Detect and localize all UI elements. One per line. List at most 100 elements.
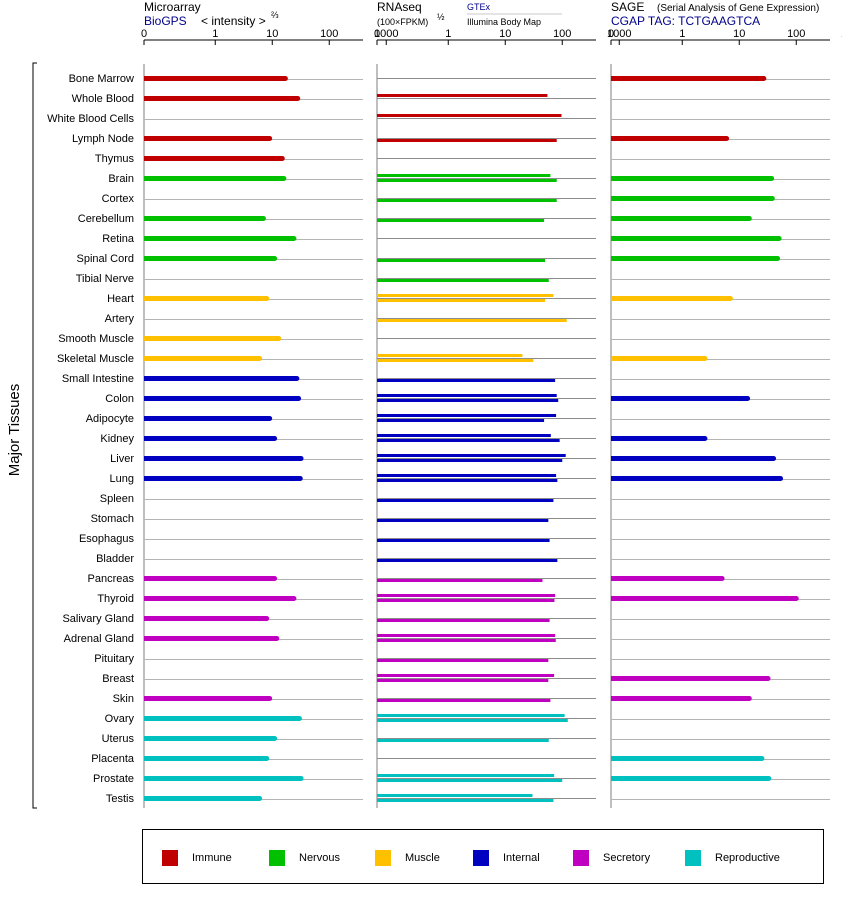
bar-sage-cortex-end <box>769 196 775 201</box>
bar-rnaseq-colon-2 <box>377 399 559 402</box>
legend-swatch-muscle <box>375 850 391 866</box>
bar-microarray-heart <box>144 296 267 301</box>
axis-tick-label-rnaseq: 1000 <box>607 28 631 40</box>
axis-tick-label-rnaseq: 10 <box>499 28 511 40</box>
tissue-label-thyroid: Thyroid <box>97 593 134 605</box>
y-axis-label: Major Tissues <box>6 384 23 477</box>
bar-rnaseq-lung-1 <box>377 474 557 477</box>
legend-item-nervous: Nervous <box>269 849 340 867</box>
bar-microarray-adipocyte-end <box>267 416 273 421</box>
legend-label-nervous: Nervous <box>299 852 340 864</box>
bar-microarray-ovary <box>144 716 300 721</box>
bar-microarray-bone-marrow-end <box>282 76 288 81</box>
bar-microarray-thymus <box>144 156 283 161</box>
tissue-label-breast: Breast <box>102 673 134 685</box>
bar-sage-lung-end <box>778 476 784 481</box>
bar-microarray-small-intestine <box>144 376 297 381</box>
panel-microarray-unit-exp: ⅔ <box>271 10 279 20</box>
bar-microarray-lymph-node-end <box>267 136 273 141</box>
panel-rnaseq-unit-exp: ½ <box>437 12 445 22</box>
bar-microarray-cerebellum <box>144 216 264 221</box>
panel-sage-source: CGAP TAG: TCTGAAGTCA <box>611 14 760 28</box>
bar-microarray-colon-end <box>296 396 302 401</box>
panel-sage: SAGE (Serial Analysis of Gene Expression… <box>608 0 842 808</box>
bar-rnaseq-esophagus-2 <box>377 539 550 542</box>
bar-rnaseq-bladder-2 <box>377 559 558 562</box>
bar-microarray-colon <box>144 396 299 401</box>
bar-rnaseq-adipocyte-1 <box>377 414 557 417</box>
panel-microarray-source: BioGPS <box>144 14 187 28</box>
tissue-label-tibial-nerve: Tibial Nerve <box>76 273 134 285</box>
bar-sage-lymph-node <box>611 136 727 141</box>
tissue-label-uterus: Uterus <box>102 733 135 745</box>
bar-microarray-lung-end <box>297 476 303 481</box>
legend-item-reproductive: Reproductive <box>685 849 780 867</box>
axis-tick-label-microarray: 0 <box>141 28 147 40</box>
legend-swatch-immune <box>162 850 178 866</box>
legend-swatch-nervous <box>269 850 285 866</box>
bar-rnaseq-thyroid-2 <box>377 599 555 602</box>
legend-label-secretory: Secretory <box>603 852 651 864</box>
bar-microarray-retina <box>144 236 294 241</box>
legend-swatch-secretory <box>573 850 589 866</box>
axis-tick-label-microarray: 10 <box>266 28 278 40</box>
bar-rnaseq-whole-blood-1 <box>377 94 548 97</box>
bar-rnaseq-adrenal-gland-2 <box>377 639 556 642</box>
bar-microarray-kidney <box>144 436 275 441</box>
tissue-label-salivary-gland: Salivary Gland <box>62 613 134 625</box>
bar-sage-thyroid-end <box>793 596 799 601</box>
bar-rnaseq-cerebellum-2 <box>377 219 545 222</box>
axis-tick-label-microarray: 1000 <box>374 28 398 40</box>
tissue-label-bone-marrow: Bone Marrow <box>69 73 134 85</box>
bar-microarray-placenta <box>144 756 267 761</box>
tissue-label-skin: Skin <box>113 693 134 705</box>
bar-sage-liver <box>611 456 774 461</box>
tissue-label-white-blood-cells: White Blood Cells <box>47 113 134 125</box>
bar-microarray-small-intestine-end <box>294 376 300 381</box>
tissue-label-cortex: Cortex <box>102 193 135 205</box>
bar-microarray-bone-marrow <box>144 76 286 81</box>
bar-rnaseq-brain-2 <box>377 179 557 182</box>
tissue-label-spinal-cord: Spinal Cord <box>77 253 134 265</box>
legend: Immune Nervous Muscle Internal Secretory… <box>142 829 824 884</box>
tissue-label-lung: Lung <box>110 473 134 485</box>
bar-microarray-thyroid <box>144 596 294 601</box>
bar-microarray-lung <box>144 476 301 481</box>
bar-sage-retina-end <box>776 236 782 241</box>
bar-microarray-adrenal-gland <box>144 636 277 641</box>
bar-microarray-liver-end <box>298 456 304 461</box>
bar-rnaseq-liver-2 <box>377 459 563 462</box>
bar-sage-kidney-end <box>702 436 708 441</box>
axis-tick-label-microarray: 100 <box>320 28 338 40</box>
panel-microarray-unit: < intensity > <box>201 14 266 28</box>
bar-sage-breast <box>611 676 769 681</box>
bar-microarray-prostate <box>144 776 302 781</box>
bar-rnaseq-spinal-cord-2 <box>377 259 546 262</box>
tissue-label-placenta: Placenta <box>91 753 135 765</box>
bar-rnaseq-thyroid-1 <box>377 594 556 597</box>
bar-microarray-retina-end <box>291 236 297 241</box>
bar-sage-retina <box>611 236 780 241</box>
tissue-label-testis: Testis <box>106 793 135 805</box>
legend-item-muscle: Muscle <box>375 849 440 867</box>
panel-sage-title: SAGE <box>611 0 644 14</box>
legend-label-muscle: Muscle <box>405 852 440 864</box>
bar-microarray-thyroid-end <box>291 596 297 601</box>
bar-rnaseq-breast-1 <box>377 674 555 677</box>
tissue-label-small-intestine: Small Intestine <box>62 373 134 385</box>
bar-microarray-salivary-gland <box>144 616 267 621</box>
bar-sage-colon <box>611 396 748 401</box>
bar-rnaseq-pancreas-2 <box>377 579 543 582</box>
tissue-label-adrenal-gland: Adrenal Gland <box>64 633 134 645</box>
bar-rnaseq-white-blood-cells-1 <box>377 114 562 117</box>
bar-rnaseq-uterus-2 <box>377 739 549 742</box>
bar-rnaseq-salivary-gland-2 <box>377 619 550 622</box>
bar-sage-liver-end <box>771 456 777 461</box>
bar-microarray-whole-blood <box>144 96 298 101</box>
bar-microarray-spinal-cord <box>144 256 275 261</box>
tissue-label-thymus: Thymus <box>95 153 135 165</box>
bar-microarray-skeletal-muscle <box>144 356 260 361</box>
panel-microarray: Microarray BioGPS < intensity > ⅔ 0 1 10 10… <box>141 0 398 808</box>
bar-microarray-whole-blood-end <box>295 96 301 101</box>
bar-rnaseq-liver-1 <box>377 454 566 457</box>
